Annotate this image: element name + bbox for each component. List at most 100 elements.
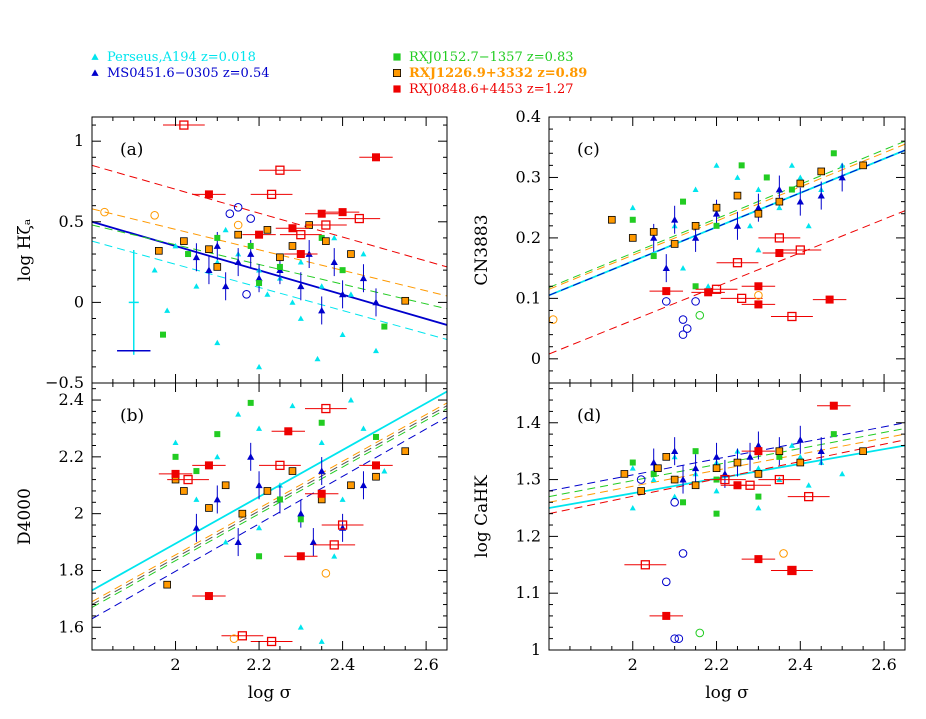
ms0451-point [213,495,221,503]
perseus-point [297,624,304,630]
rxj0848-point [204,190,213,199]
perseus-point [788,162,795,168]
y-axis-label: CN3883 [472,214,492,285]
perseus-point [705,283,712,289]
perseus-point [264,291,271,297]
rxj0152-point [629,216,636,223]
fit-line-2 [92,408,447,608]
rxj0152-point [339,267,346,274]
rxj1226-point [221,481,230,490]
legend-marker-3 [392,69,401,78]
perseus-point [164,307,171,313]
rxj1226-point [817,167,826,176]
panels: −0.5 0 0.5 1 (a) log Hζₐ 1.6 1.8 2 2.2 2.4 2 2.2 2.4 2… [15,107,906,703]
ms0451-point [359,274,368,282]
rxj1226-point [263,487,272,495]
perseus-point [151,267,158,273]
y-tick-label: 1.3 [516,470,541,489]
rxj0848-open-point [804,491,814,502]
ms0451-point [712,210,721,217]
rxj0152-point [650,253,657,260]
panel-label: (c) [577,140,600,160]
y-tick-label: 1.8 [59,560,84,579]
rxj0152-point [256,553,263,560]
rxj1226-point [322,237,330,245]
fit-line-1 [92,416,447,620]
x-axis-label: log σ [705,683,749,703]
rxj0848-open-point [321,403,331,414]
rxj0848-open-point [795,245,805,255]
panel-2: 0 0.1 0.2 0.3 0.4 (c) CN3883 [472,107,906,384]
rxj0848-point [317,489,326,498]
perseus-point [755,186,762,192]
panel-label: (a) [120,140,143,160]
rxj0152-point [713,510,720,517]
rxj0152-point [629,459,636,466]
rxj1226-point [691,222,700,230]
rxj1226-point [163,580,171,589]
ms0451-point [662,264,670,272]
ms0451-point [650,458,658,466]
rxj0152-point [763,174,770,181]
panel-frame [91,116,448,384]
rxj0152-point [650,470,657,477]
fit-line-4 [549,210,905,355]
panel-label: (d) [577,406,601,426]
rxj1226-point [628,234,637,242]
perseus-point [331,234,338,241]
y-tick-label: 1 [74,131,84,150]
rxj0848-point [255,230,264,239]
perseus-point [193,496,200,502]
rxj0848-open-point [732,258,743,268]
rxj0848-open-point [787,311,797,322]
perseus-point [797,174,804,180]
rxj1226-open-point [100,207,109,217]
rxj1226-point [276,253,284,262]
rxj1226-open-point [321,569,331,578]
perseus-point [297,315,304,321]
rxj0152-point [256,280,263,287]
legend-label-3: RXJ1226.9+3332 z=0.89 [409,66,587,81]
perseus-point [680,265,687,271]
x-tick-label: 2.6 [871,655,896,674]
rxj0152-point [788,186,795,193]
fit-line-4 [549,439,905,515]
rxj1226-point [654,464,662,473]
rxj0848-open-point [321,220,331,230]
panel-plot-area [92,390,447,647]
y-tick-label: 1.6 [59,617,84,636]
perseus-point [193,283,200,289]
rxj0152-point [318,419,325,426]
ms0451-point [338,290,347,298]
perseus-point [373,347,379,354]
fit-line-2 [92,224,447,310]
rxj0152-point [276,263,283,270]
rxj0848-point [296,552,305,561]
rxj0152-point [776,453,783,460]
ms0451-open-point [661,297,671,306]
fit-line-4 [92,405,447,605]
fit-line-3 [92,402,447,603]
perseus-point [314,355,321,362]
rxj0848-open-point [640,560,650,570]
fit-line-0 [92,220,447,326]
fit-line-2 [549,140,905,288]
ms0451-point [817,191,825,199]
x-tick-label: 2 [628,655,638,674]
rxj0152-point [297,516,304,523]
ms0451-point [192,253,201,261]
rxj0848-point [754,282,763,291]
ms0451-point [205,266,213,274]
ms0451-open-point [678,549,688,558]
ms0451-point [255,274,263,282]
rxj1226-point [288,467,297,475]
y-axis-label: log CaHK [472,475,492,558]
ms0451-point [213,242,221,249]
ms0451-point [679,475,687,483]
ms0451-open-point [678,315,688,324]
perseus-point [713,487,720,494]
rxj0152-point [830,150,837,157]
rxj0152-point [247,399,254,406]
perseus-point [235,411,242,417]
rxj0152-point [713,222,720,229]
